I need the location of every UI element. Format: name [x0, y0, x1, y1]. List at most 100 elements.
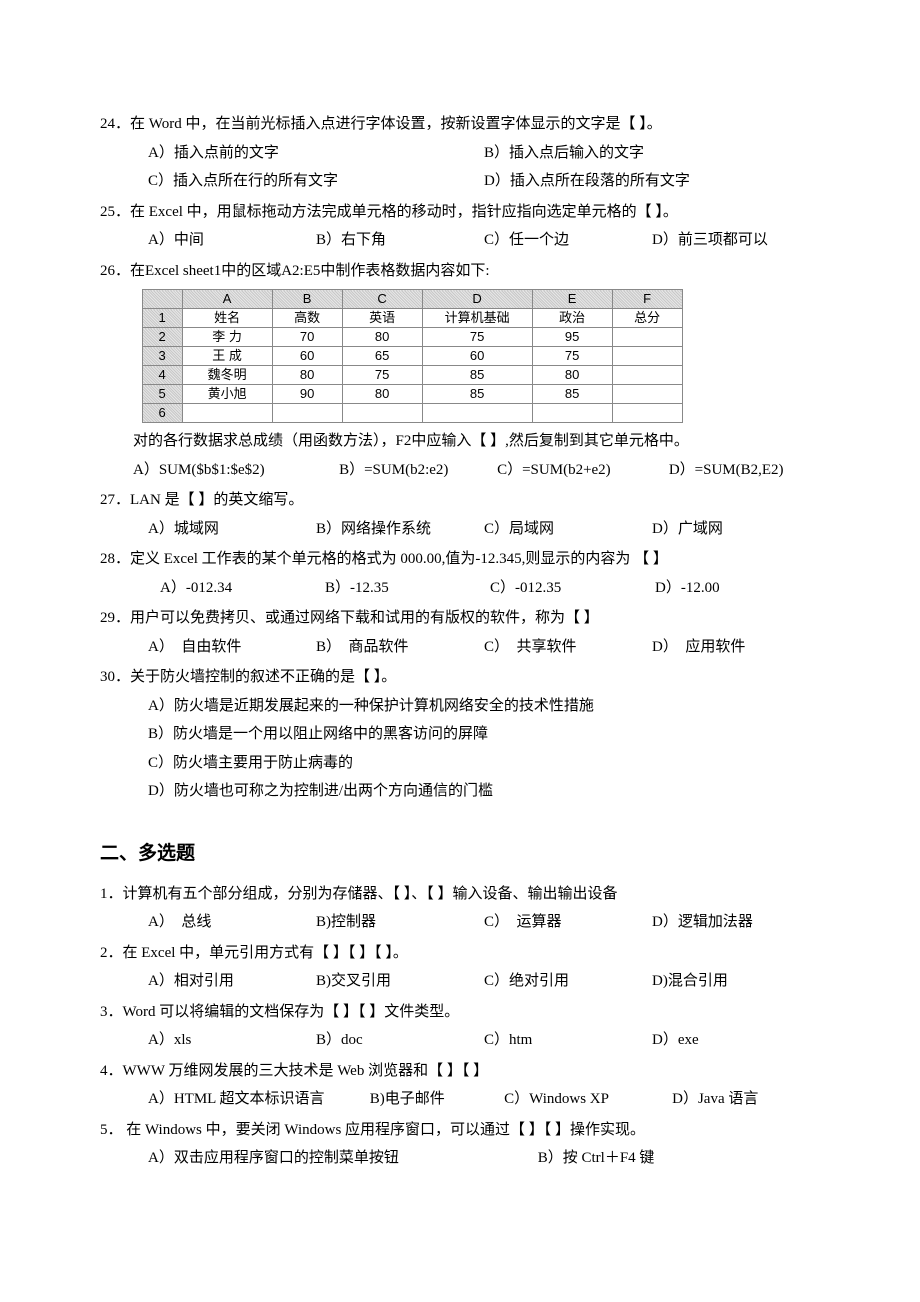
table-cell: 3	[142, 347, 182, 366]
multi-question-1: 1．计算机有五个部分组成，分别为存储器、【 】、【 】输入设备、输出输出设备 A…	[100, 880, 820, 937]
table-cell: 1	[142, 309, 182, 328]
question-26: 26．在Excel sheet1中的区域A2:E5中制作表格数据内容如下: AB…	[100, 257, 820, 485]
q25-opt-c: C）任一个边	[484, 226, 652, 255]
table-cell: 英语	[342, 309, 422, 328]
m2-opt-b: B)交叉引用	[316, 967, 484, 996]
table-col-header: B	[272, 290, 342, 309]
table-cell: 4	[142, 366, 182, 385]
table-cell: 魏冬明	[182, 366, 272, 385]
table-cell: 80	[272, 366, 342, 385]
m5-text: 5． 在 Windows 中，要关闭 Windows 应用程序窗口，可以通过【 …	[100, 1116, 820, 1145]
m2-opt-c: C）绝对引用	[484, 967, 652, 996]
q30-opt-b: B）防火墙是一个用以阻止网络中的黑客访问的屏障	[148, 720, 820, 749]
m2-options: A）相对引用 B)交叉引用 C）绝对引用 D)混合引用	[100, 967, 820, 996]
table-col-header: F	[612, 290, 682, 309]
multi-question-4: 4．WWW 万维网发展的三大技术是 Web 浏览器和【 】【 】 A）HTML …	[100, 1057, 820, 1114]
m1-opt-b: B)控制器	[316, 908, 484, 937]
q27-options: A）城域网 B）网络操作系统 C）局域网 D）广域网	[100, 515, 820, 544]
m4-options: A）HTML 超文本标识语言 B)电子邮件 C）Windows XP D）Jav…	[100, 1085, 820, 1114]
q30-opt-c: C）防火墙主要用于防止病毒的	[148, 749, 820, 778]
question-28: 28．定义 Excel 工作表的某个单元格的格式为 000.00,值为-12.3…	[100, 545, 820, 602]
table-cell: 75	[342, 366, 422, 385]
q29-opt-b: B） 商品软件	[316, 633, 484, 662]
m4-opt-c: C）Windows XP	[504, 1085, 672, 1114]
multi-question-5: 5． 在 Windows 中，要关闭 Windows 应用程序窗口，可以通过【 …	[100, 1116, 820, 1173]
table-cell: 姓名	[182, 309, 272, 328]
q28-opt-c: C）-012.35	[490, 574, 655, 603]
m2-opt-d: D)混合引用	[652, 967, 820, 996]
q28-opt-a: A）-012.34	[160, 574, 325, 603]
table-row: 2李 力70807595	[142, 328, 682, 347]
m5-options: A）双击应用程序窗口的控制菜单按钮 B）按 Ctrl＋F4 键	[100, 1144, 820, 1173]
question-30: 30．关于防火墙控制的叙述不正确的是【 】。 A）防火墙是近期发展起来的一种保护…	[100, 663, 820, 806]
q30-opt-d: D）防火墙也可称之为控制进/出两个方向通信的门槛	[148, 777, 820, 806]
table-cell: 95	[532, 328, 612, 347]
q28-opt-b: B）-12.35	[325, 574, 490, 603]
q30-options: A）防火墙是近期发展起来的一种保护计算机网络安全的技术性措施 B）防火墙是一个用…	[100, 692, 820, 806]
m4-opt-b: B)电子邮件	[370, 1085, 504, 1114]
q27-opt-c: C）局域网	[484, 515, 652, 544]
m3-opt-a: A）xls	[148, 1026, 316, 1055]
m4-text: 4．WWW 万维网发展的三大技术是 Web 浏览器和【 】【 】	[100, 1057, 820, 1086]
q24-opt-c: C）插入点所在行的所有文字	[148, 167, 484, 196]
table-cell: 80	[342, 328, 422, 347]
question-24: 24．在 Word 中，在当前光标插入点进行字体设置，按新设置字体显示的文字是【…	[100, 110, 820, 196]
m1-opt-c: C） 运算器	[484, 908, 652, 937]
question-27: 27．LAN 是【 】的英文缩写。 A）城域网 B）网络操作系统 C）局域网 D…	[100, 486, 820, 543]
q26-options: A）SUM($b$1:$e$2) B）=SUM(b2:e2) C）=SUM(b2…	[100, 456, 820, 485]
table-cell: 总分	[612, 309, 682, 328]
q26-table: ABCDEF 1姓名高数英语计算机基础政治总分2李 力708075953王 成6…	[142, 289, 683, 423]
q27-opt-b: B）网络操作系统	[316, 515, 484, 544]
table-cell: 85	[532, 385, 612, 404]
table-cell	[272, 404, 342, 423]
table-cell	[182, 404, 272, 423]
m2-opt-a: A）相对引用	[148, 967, 316, 996]
table-cell: 2	[142, 328, 182, 347]
q28-opt-d: D）-12.00	[655, 574, 820, 603]
q28-text: 28．定义 Excel 工作表的某个单元格的格式为 000.00,值为-12.3…	[100, 545, 820, 574]
q28-options: A）-012.34 B）-12.35 C）-012.35 D）-12.00	[100, 574, 820, 603]
table-cell	[422, 404, 532, 423]
q24-text: 24．在 Word 中，在当前光标插入点进行字体设置，按新设置字体显示的文字是【…	[100, 110, 820, 139]
m1-opt-d: D）逻辑加法器	[652, 908, 820, 937]
table-cell	[532, 404, 612, 423]
table-cell: 85	[422, 366, 532, 385]
q24-opt-a: A）插入点前的文字	[148, 139, 484, 168]
table-cell: 高数	[272, 309, 342, 328]
q26-opt-b: B）=SUM(b2:e2)	[339, 456, 497, 485]
m4-opt-a: A）HTML 超文本标识语言	[148, 1085, 370, 1114]
table-cell: 85	[422, 385, 532, 404]
m5-opt-a: A）双击应用程序窗口的控制菜单按钮	[148, 1144, 538, 1173]
q25-options: A）中间 B）右下角 C）任一个边 D）前三项都可以	[100, 226, 820, 255]
q26-opt-d: D）=SUM(B2,E2)	[669, 456, 820, 485]
q30-text: 30．关于防火墙控制的叙述不正确的是【 】。	[100, 663, 820, 692]
table-cell: 60	[422, 347, 532, 366]
table-cell	[612, 385, 682, 404]
m3-opt-d: D）exe	[652, 1026, 820, 1055]
table-cell: 60	[272, 347, 342, 366]
m1-options: A） 总线 B)控制器 C） 运算器 D）逻辑加法器	[100, 908, 820, 937]
table-cell: 65	[342, 347, 422, 366]
q26-opt-a: A）SUM($b$1:$e$2)	[133, 456, 339, 485]
q24-opt-d: D）插入点所在段落的所有文字	[484, 167, 820, 196]
q27-opt-a: A）城域网	[148, 515, 316, 544]
table-row: 6	[142, 404, 682, 423]
q26-table-header-row: ABCDEF	[142, 290, 682, 309]
q25-opt-d: D）前三项都可以	[652, 226, 820, 255]
table-cell: 75	[422, 328, 532, 347]
table-row: 4魏冬明80758580	[142, 366, 682, 385]
table-row: 5黄小旭90808585	[142, 385, 682, 404]
q29-opt-a: A） 自由软件	[148, 633, 316, 662]
q26-text: 26．在Excel sheet1中的区域A2:E5中制作表格数据内容如下:	[100, 257, 820, 286]
q26-after-text: 对的各行数据求总成绩（用函数方法），F2中应输入【 】,然后复制到其它单元格中。	[100, 427, 820, 456]
m1-text: 1．计算机有五个部分组成，分别为存储器、【 】、【 】输入设备、输出输出设备	[100, 880, 820, 909]
m2-text: 2．在 Excel 中，单元引用方式有【 】【 】【 】。	[100, 939, 820, 968]
table-cell: 80	[342, 385, 422, 404]
q29-opt-d: D） 应用软件	[652, 633, 820, 662]
table-cell: 90	[272, 385, 342, 404]
table-cell	[612, 404, 682, 423]
q29-options: A） 自由软件 B） 商品软件 C） 共享软件 D） 应用软件	[100, 633, 820, 662]
table-col-header	[142, 290, 182, 309]
multi-question-3: 3．Word 可以将编辑的文档保存为【 】【 】文件类型。 A）xls B）do…	[100, 998, 820, 1055]
table-col-header: C	[342, 290, 422, 309]
